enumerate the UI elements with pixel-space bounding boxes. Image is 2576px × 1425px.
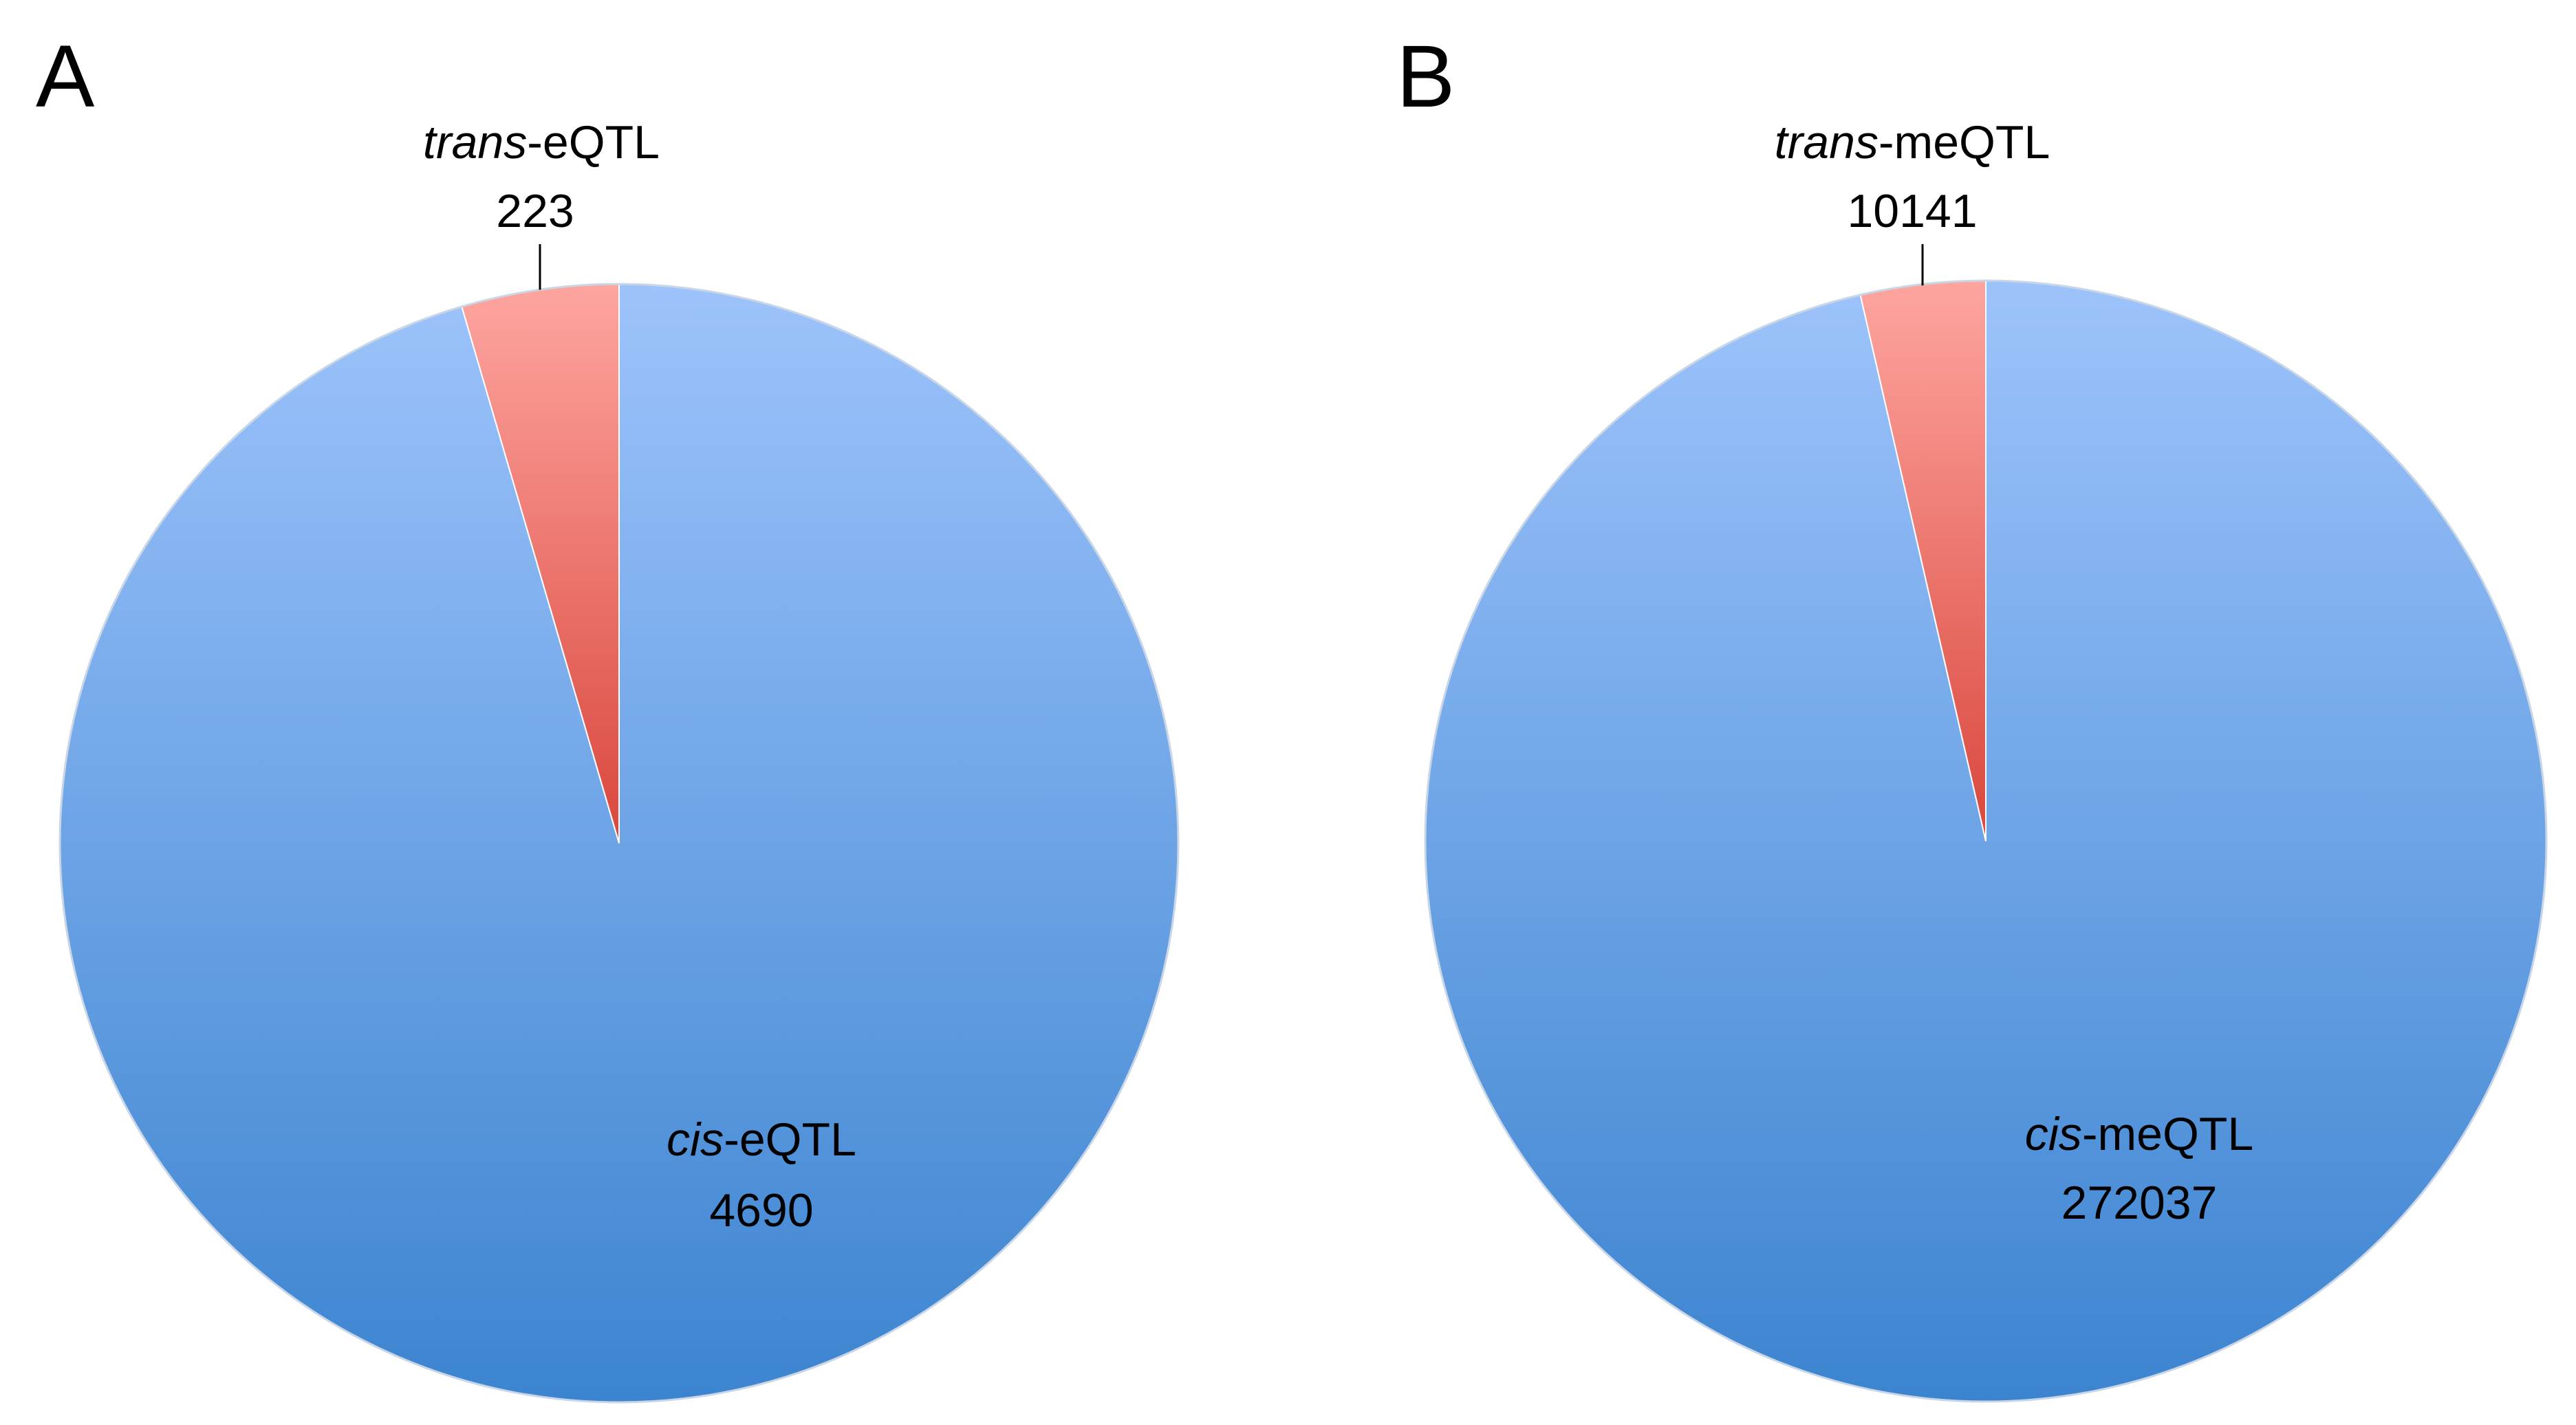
cis-eqtl-suffix: -eQTL [724,1113,856,1166]
pie-outline-b [1424,279,2548,1403]
cis-meqtl-value: 272037 [2061,1177,2218,1229]
cis-eqtl-value: 4690 [709,1184,813,1237]
cis-meqtl-label: cis-meQTL [2025,1108,2253,1160]
pie-slices-a [59,283,1179,1403]
pie-chart-a: A trans-eQTL 223 cis-eQTL 4690 [36,28,1180,1404]
trans-meqtl-label: trans-meQTL [1775,116,2050,168]
panel-letter-a: A [36,28,95,126]
cis-meqtl-suffix: -meQTL [2082,1108,2253,1160]
trans-eqtl-suffix: -eQTL [527,116,660,168]
pie-slices-b [1425,279,2547,1402]
pie-chart-b: B trans-meQTL 10141 cis-meQTL 272037 [1396,28,2548,1403]
panel-letter-b: B [1396,28,1455,126]
trans-meqtl-suffix: -meQTL [1879,116,2050,168]
trans-eqtl-value: 223 [496,185,574,237]
trans-eqtl-prefix: trans [423,116,527,168]
cis-meqtl-prefix: cis [2025,1108,2082,1160]
trans-meqtl-prefix: trans [1775,116,1879,168]
cis-eqtl-prefix: cis [667,1113,724,1166]
pie-outline-a [58,283,1180,1404]
trans-eqtl-label: trans-eQTL [423,116,660,168]
cis-eqtl-label: cis-eQTL [667,1113,856,1166]
trans-meqtl-value: 10141 [1847,185,1977,237]
